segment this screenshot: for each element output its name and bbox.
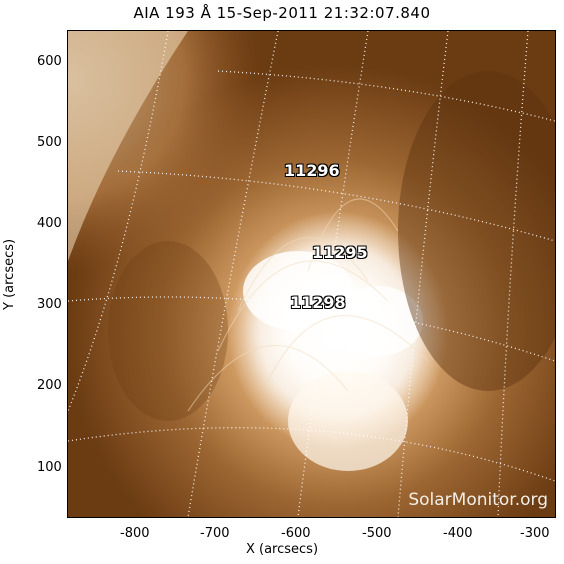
x-tick-label: -700 (200, 526, 230, 541)
y-tick-label: 100 (37, 460, 62, 475)
active-region-label: 11295 (312, 243, 368, 262)
x-tick-label: -600 (281, 526, 311, 541)
y-tick-label: 500 (37, 135, 62, 150)
active-region-label: 11296 (284, 161, 340, 180)
solar-corona-image (68, 31, 555, 517)
x-tick-label: -300 (520, 526, 550, 541)
x-tick-label: -400 (443, 526, 473, 541)
solar-image-panel: 11296 11295 11298 (67, 30, 556, 518)
x-tick-label: -500 (362, 526, 392, 541)
image-title: AIA 193 Å 15-Sep-2011 21:32:07.840 (133, 4, 431, 22)
active-region-label: 11298 (290, 293, 346, 312)
x-tick-label: -800 (120, 526, 150, 541)
x-axis-label: X (arcsecs) (245, 542, 319, 557)
watermark: SolarMonitor.org (408, 490, 548, 510)
y-tick-label: 400 (37, 216, 62, 231)
y-axis-label: Y (arcsecs) (2, 238, 17, 310)
y-tick-label: 200 (37, 378, 62, 393)
y-tick-label: 600 (37, 54, 62, 69)
y-tick-label: 300 (37, 297, 62, 312)
